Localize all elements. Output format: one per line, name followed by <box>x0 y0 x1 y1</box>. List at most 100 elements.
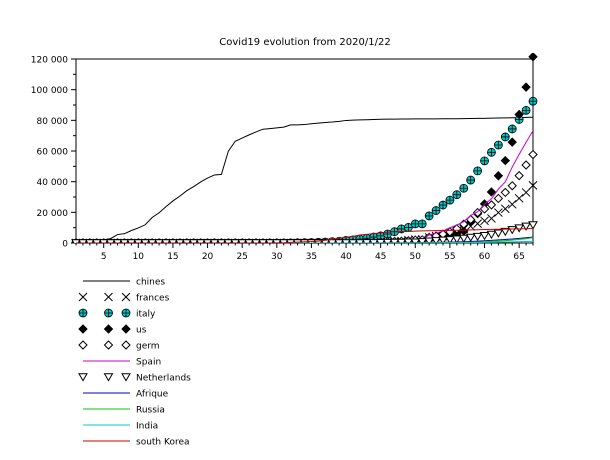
point-italy <box>480 156 489 166</box>
legend-swatch-marker <box>104 308 113 318</box>
point-netherlands <box>465 233 476 243</box>
legend-swatch-marker <box>121 373 131 382</box>
y-tick-label: 0 <box>62 240 68 250</box>
point-italy <box>459 183 469 193</box>
point-germ <box>514 170 524 181</box>
point-netherlands <box>119 239 130 243</box>
x-tick-label: 65 <box>513 252 524 262</box>
y-tick-label: 100 000 <box>31 86 68 96</box>
point-us <box>507 137 517 147</box>
point-netherlands <box>368 239 379 243</box>
point-netherlands <box>486 230 497 240</box>
point-netherlands <box>181 239 192 243</box>
point-netherlands <box>216 239 227 243</box>
point-us <box>528 53 538 62</box>
point-netherlands <box>188 239 199 243</box>
x-tick-label: 55 <box>444 252 455 262</box>
y-tick-label: 120 000 <box>31 56 68 66</box>
point-netherlands <box>84 239 95 243</box>
point-netherlands <box>195 239 206 243</box>
legend-item-germ: germ <box>78 340 160 352</box>
point-germ <box>479 204 490 214</box>
point-netherlands <box>514 224 525 233</box>
legend-item-italy: italy <box>78 308 156 320</box>
point-us <box>514 109 524 120</box>
point-italy <box>507 124 517 134</box>
point-netherlands <box>528 221 538 230</box>
point-netherlands <box>424 237 435 243</box>
series-layer <box>71 53 538 243</box>
legend-label: germ <box>136 342 160 352</box>
legend-swatch-marker <box>78 292 88 302</box>
series-chines <box>75 116 534 243</box>
legend-label: Afrique <box>136 390 169 400</box>
point-netherlands <box>244 239 254 243</box>
point-netherlands <box>174 239 185 243</box>
x-tick-label: 10 <box>133 252 145 262</box>
point-frances <box>494 208 503 217</box>
x-axis: 5 10 15 20 25 30 35 40 45 50 55 60 65 <box>75 243 534 262</box>
legend-swatch-marker <box>121 340 131 350</box>
point-italy <box>473 166 483 176</box>
point-netherlands <box>341 239 351 243</box>
legend-label: Spain <box>136 358 161 368</box>
point-italy <box>403 223 413 232</box>
series-line-india <box>76 240 534 243</box>
point-italy <box>466 175 476 185</box>
y-tick-label: 80 000 <box>37 117 69 127</box>
point-frances <box>528 181 538 190</box>
legend-swatch-marker <box>78 340 88 350</box>
point-frances <box>473 219 482 229</box>
x-tick-label: 60 <box>479 252 491 262</box>
point-italy <box>410 219 420 229</box>
point-us <box>500 155 511 166</box>
series-us <box>71 53 538 243</box>
y-tick-label: 40 000 <box>37 178 69 188</box>
point-netherlands <box>431 237 441 243</box>
point-us <box>486 187 497 197</box>
legend-swatch-marker <box>121 292 131 302</box>
point-netherlands <box>126 239 137 243</box>
series-line-south-korea <box>76 227 534 243</box>
point-italy <box>528 96 538 106</box>
series-line-spain <box>76 130 534 243</box>
point-netherlands <box>91 239 102 243</box>
legend-item-south-korea: south Korea <box>83 438 190 448</box>
point-netherlands <box>71 239 81 243</box>
point-germ <box>507 181 517 191</box>
point-frances <box>507 199 517 209</box>
legend-item-spain: Spain <box>83 358 161 368</box>
point-italy <box>445 195 455 205</box>
legend-swatch-marker <box>78 308 88 318</box>
legend-swatch-marker <box>121 308 131 318</box>
legend-item-frances: frances <box>78 292 170 304</box>
point-italy <box>369 232 379 242</box>
point-us <box>521 82 531 92</box>
legend-swatch-marker <box>104 292 113 302</box>
x-tick-label: 25 <box>236 252 247 262</box>
point-frances <box>487 214 496 223</box>
point-netherlands <box>230 239 241 243</box>
y-tick-label: 20 000 <box>37 209 69 219</box>
point-netherlands <box>265 239 275 243</box>
legend-label: italy <box>136 310 156 320</box>
point-netherlands <box>237 239 248 243</box>
y-axis: 0 20 000 40 000 60 000 80 000 100 000 120 000 <box>31 56 76 250</box>
plot-frame <box>75 58 534 244</box>
legend-swatch-marker <box>78 324 88 334</box>
point-italy <box>493 140 503 150</box>
point-germ <box>452 224 462 234</box>
point-netherlands <box>140 239 151 243</box>
legend-label: south Korea <box>136 438 190 448</box>
point-netherlands <box>417 238 428 243</box>
point-italy <box>417 219 427 229</box>
point-italy <box>438 200 448 210</box>
point-netherlands <box>168 239 178 243</box>
legend-swatch-marker <box>103 340 114 350</box>
x-tick-label: 20 <box>202 252 214 262</box>
legend-label: Netherlands <box>136 374 191 384</box>
point-netherlands <box>472 232 483 242</box>
x-tick-label: 30 <box>271 252 283 262</box>
x-tick-label: 15 <box>167 252 178 262</box>
point-italy <box>500 132 510 142</box>
